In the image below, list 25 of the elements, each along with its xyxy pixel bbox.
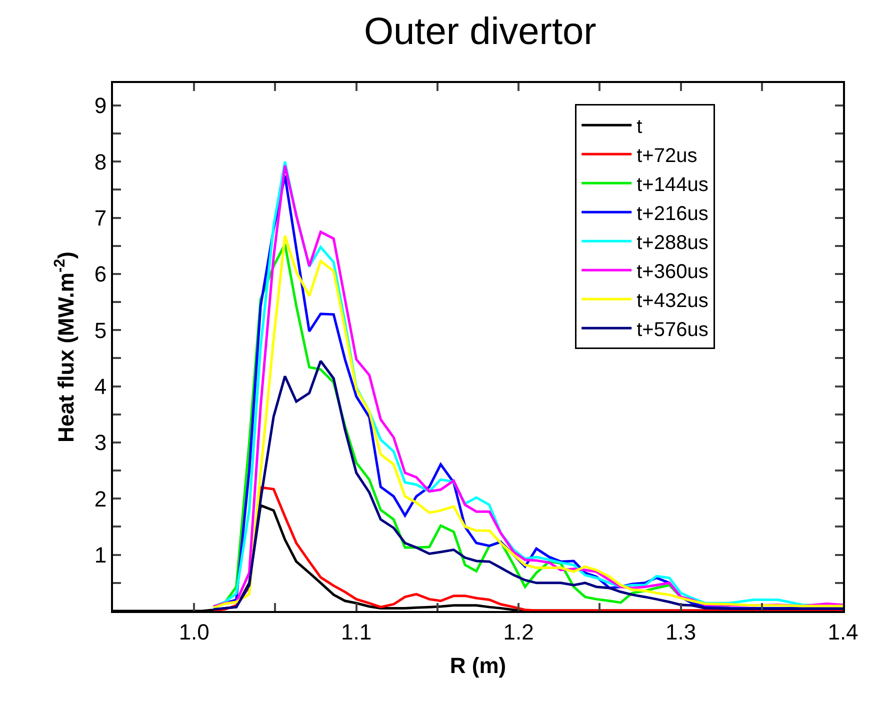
x-tick-label: 1.4 xyxy=(828,619,858,644)
legend-label: t+72us xyxy=(636,144,698,167)
y-tick-label: 8 xyxy=(94,149,107,174)
y-tick-label: 7 xyxy=(94,206,107,231)
x-axis-title: R (m) xyxy=(450,652,506,678)
y-tick-label: 5 xyxy=(94,318,107,343)
chart-title: Outer divertor xyxy=(364,11,597,54)
x-tick-label: 1.2 xyxy=(503,619,534,644)
x-tick-label: 1.3 xyxy=(665,619,696,644)
y-tick-label: 9 xyxy=(94,93,107,118)
line-series xyxy=(212,360,843,611)
legend-label: t+360us xyxy=(636,260,708,283)
legend-label: t xyxy=(636,116,643,138)
legend-label: t+432us xyxy=(636,290,708,312)
legend-label: t+576us xyxy=(636,318,708,341)
y-tick-label: 4 xyxy=(94,374,107,400)
x-tick-label: 1.0 xyxy=(178,619,210,644)
legend-label: t+288us xyxy=(636,232,708,254)
y-tick-label: 6 xyxy=(94,262,107,287)
y-tick-label: 3 xyxy=(94,430,107,456)
legend-label: t+144us xyxy=(636,174,708,196)
y-tick-label: 2 xyxy=(94,486,107,512)
legend-label: t+216us xyxy=(636,202,708,225)
y-tick-label: 1 xyxy=(94,542,107,568)
x-tick-label: 1.1 xyxy=(341,619,372,644)
